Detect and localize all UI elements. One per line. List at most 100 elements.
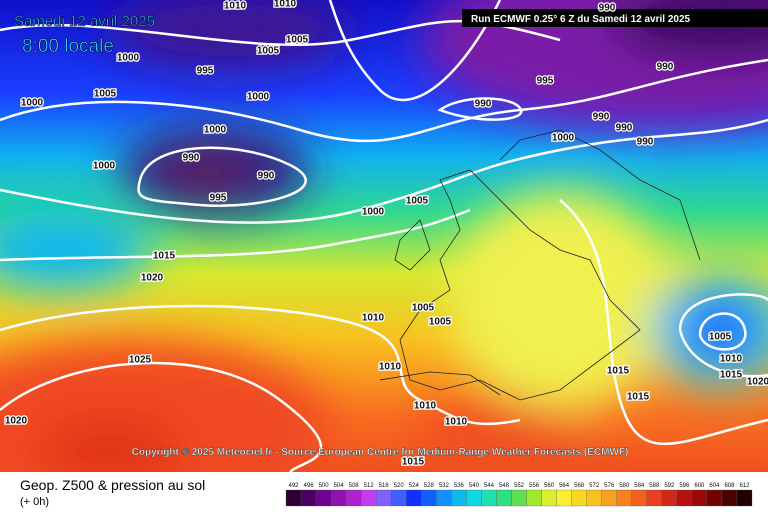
coastlines (379, 129, 701, 401)
isobar-label: 990 (183, 153, 200, 164)
colorbar-swatch (676, 489, 693, 507)
colorbar-label: 500 (319, 483, 330, 489)
colorbar-label: 532 (439, 483, 450, 489)
colorbar-label: 608 (724, 483, 735, 489)
colorbar-label: 528 (424, 483, 435, 489)
colorbar-swatch (541, 489, 557, 507)
colorbar-swatch (451, 489, 467, 507)
isobar-label: 1010 (379, 362, 402, 373)
colorbar-swatch (706, 489, 723, 507)
isobar-label: 1000 (247, 92, 270, 103)
colorbar-swatch (571, 489, 587, 507)
isobar-label: 1010 (445, 417, 468, 428)
isobar-label: 1005 (257, 46, 280, 57)
isobar-label: 990 (593, 112, 610, 123)
colorbar-swatch (361, 489, 377, 507)
isobar-label: 990 (599, 3, 616, 14)
isobar-label: 1000 (21, 98, 44, 109)
isobar-label: 1020 (141, 273, 164, 284)
colorbar-swatch (466, 489, 482, 507)
isobar-label: 990 (637, 137, 654, 148)
colorbar-swatch (616, 489, 632, 507)
isobar-label: 1000 (93, 161, 116, 172)
colorbar-label: 552 (514, 483, 525, 489)
isobar-labels: 1010 1010 1005 1005 995 1000 1005 1000 1000 995 99… (4, 0, 768, 469)
colorbar-label: 496 (304, 483, 315, 489)
footer-title: Geop. Z500 & pression au sol (20, 477, 205, 493)
isobar-label: 1005 (429, 317, 452, 328)
colorbar-label: 516 (379, 483, 390, 489)
colorbar-swatch (345, 489, 362, 507)
colorbar-label: 540 (469, 483, 480, 489)
isobar-label: 990 (475, 99, 492, 110)
isobar-label: 1000 (204, 125, 227, 136)
colorbar-swatch (496, 489, 512, 507)
run-info: Run ECMWF 0.25° 6 Z du Samedi 12 avril 2… (471, 14, 691, 25)
colorbar-label: 508 (349, 483, 360, 489)
colorbar-label: 520 (394, 483, 405, 489)
isobar-label: 1015 (402, 457, 425, 468)
colorbar: 492 496 500 504 508 512 516 520 524 528 532 536 540 5… (285, 483, 753, 507)
colorbar-label: 492 (289, 483, 300, 489)
isobar-label: 990 (258, 171, 275, 182)
colorbar-label: 604 (709, 483, 720, 489)
colorbar-label: 592 (664, 483, 675, 489)
colorbar-swatch (586, 489, 602, 507)
colorbar-label: 588 (649, 483, 660, 489)
colorbar-label: 576 (604, 483, 615, 489)
isobar-label: 1010 (720, 354, 743, 365)
isobar-label: 995 (537, 76, 554, 87)
colorbar-label: 512 (364, 483, 375, 489)
colorbar-label: 524 (409, 483, 420, 489)
colorbar-swatch (330, 489, 347, 507)
isobar-label: 995 (210, 193, 227, 204)
colorbar-swatch (300, 489, 317, 507)
isobar-label: 1010 (414, 401, 437, 412)
colorbar-label: 536 (454, 483, 465, 489)
colorbar-swatch (646, 489, 662, 507)
colorbar-swatch (601, 489, 617, 507)
isobar-label: 1015 (627, 392, 650, 403)
isobar-label: 1005 (709, 332, 732, 343)
colorbar-swatch (391, 489, 407, 507)
colorbar-label: 560 (544, 483, 555, 489)
colorbar-label: 564 (559, 483, 570, 489)
colorbar-swatch (556, 489, 572, 507)
colorbar-swatch (481, 489, 497, 507)
colorbar-label: 548 (499, 483, 510, 489)
colorbar-swatch (436, 489, 452, 507)
isobar-label: 1005 (94, 89, 117, 100)
colorbar-label: 580 (619, 483, 630, 489)
colorbar-label: 600 (694, 483, 705, 489)
colorbar-swatch (736, 489, 753, 507)
isobar-label: 1005 (286, 35, 309, 46)
footer-lead: (+ 0h) (20, 496, 49, 508)
colorbar-swatch (691, 489, 708, 507)
colorbar-label: 596 (679, 483, 690, 489)
map-time: 8:00 locale (22, 36, 114, 57)
isobar-label: 1000 (117, 53, 140, 64)
colorbar-label: 568 (574, 483, 585, 489)
isobar-label: 1005 (406, 196, 429, 207)
isobar-label: 1005 (412, 303, 435, 314)
colorbar-label: 504 (334, 483, 345, 489)
isobar-label: 1015 (607, 366, 630, 377)
isobar-label: 1015 (153, 251, 176, 262)
colorbar-swatch (421, 489, 437, 507)
isobar-label: 1020 (747, 377, 768, 388)
isobar-label: 1010 (362, 313, 385, 324)
colorbar-label: 544 (484, 483, 495, 489)
colorbar-swatch (511, 489, 527, 507)
run-banner (462, 9, 768, 27)
colorbar-label: 584 (634, 483, 645, 489)
isobar-label: 1010 (224, 1, 247, 12)
colorbar-swatch (376, 489, 392, 507)
colorbar-swatch (721, 489, 738, 507)
colorbar-label: 556 (529, 483, 540, 489)
isobar-label: 1000 (362, 207, 385, 218)
colorbar-swatch (406, 489, 422, 507)
isobar-label: 995 (197, 66, 214, 77)
isobar-label: 1025 (129, 355, 152, 366)
